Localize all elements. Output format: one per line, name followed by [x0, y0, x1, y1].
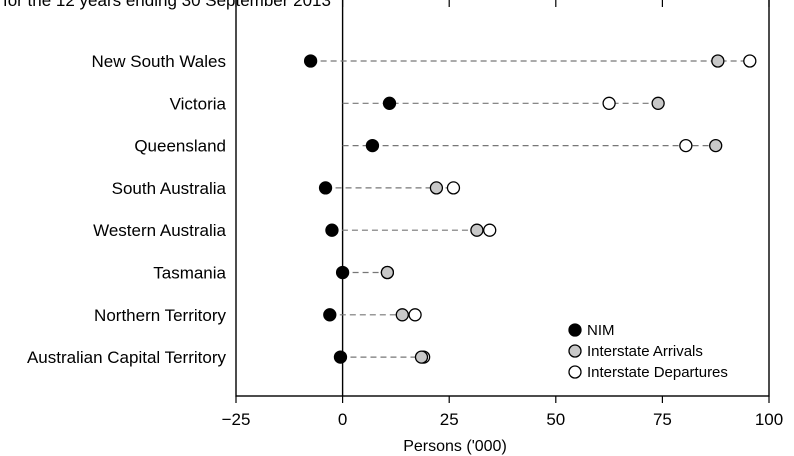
point-nim: [318, 181, 333, 195]
category-label: New South Wales: [92, 52, 226, 71]
x-tick-label: 75: [653, 410, 672, 429]
connector-lines: [310, 60, 750, 358]
x-axis-label: Persons ('000): [403, 438, 507, 455]
category-label: Northern Territory: [94, 306, 226, 325]
point-nim: [303, 54, 318, 68]
point-nim: [333, 350, 348, 364]
point-nim: [335, 265, 350, 280]
point-interstate-departures: [743, 54, 757, 68]
point-interstate-departures: [483, 223, 497, 237]
legend-label: Interstate Departures: [587, 364, 728, 381]
legend: NIM Interstate Arrivals Interstate Departu…: [568, 322, 728, 381]
x-tick-label: 25: [440, 410, 459, 429]
category-labels: New South Wales Victoria Queensland South A…: [27, 52, 227, 367]
category-label: Australian Capital Territory: [27, 348, 227, 367]
x-tick-label: 50: [546, 410, 565, 429]
category-label: Victoria: [170, 94, 227, 113]
chart-title-clipped: for the 12 years ending 30 September 201…: [3, 0, 331, 10]
point-nim: [323, 308, 337, 322]
point-interstate-departures: [446, 181, 461, 195]
legend-marker: [568, 323, 582, 337]
point-interstate-arrivals: [380, 265, 395, 280]
point-interstate-departures: [679, 138, 693, 153]
x-tick-label: 0: [338, 410, 347, 429]
x-axis: −25 0 25 50 75 100: [222, 0, 783, 429]
point-nim: [325, 223, 339, 237]
category-label: Tasmania: [153, 264, 226, 283]
category-label: Western Australia: [93, 221, 226, 240]
point-interstate-arrivals: [429, 181, 444, 195]
point-interstate-arrivals: [414, 350, 429, 364]
point-interstate-departures: [408, 308, 422, 322]
point-interstate-arrivals: [470, 223, 484, 237]
x-tick-label: 100: [755, 410, 783, 429]
legend-label: NIM: [587, 322, 615, 339]
x-tick-label: −25: [222, 410, 251, 429]
point-interstate-arrivals: [709, 138, 723, 153]
point-interstate-arrivals: [711, 54, 725, 68]
legend-marker: [568, 344, 582, 358]
point-interstate-arrivals: [395, 308, 409, 322]
plot-border: [235, 0, 770, 397]
data-points: [303, 54, 757, 364]
category-label: South Australia: [112, 179, 227, 198]
point-nim: [365, 138, 380, 153]
point-interstate-departures: [602, 96, 616, 110]
category-label: Queensland: [134, 137, 226, 156]
point-nim: [382, 96, 397, 110]
point-interstate-arrivals: [651, 96, 665, 110]
plot-frame: [235, 0, 770, 397]
legend-label: Interstate Arrivals: [587, 343, 703, 360]
legend-marker: [568, 365, 582, 379]
